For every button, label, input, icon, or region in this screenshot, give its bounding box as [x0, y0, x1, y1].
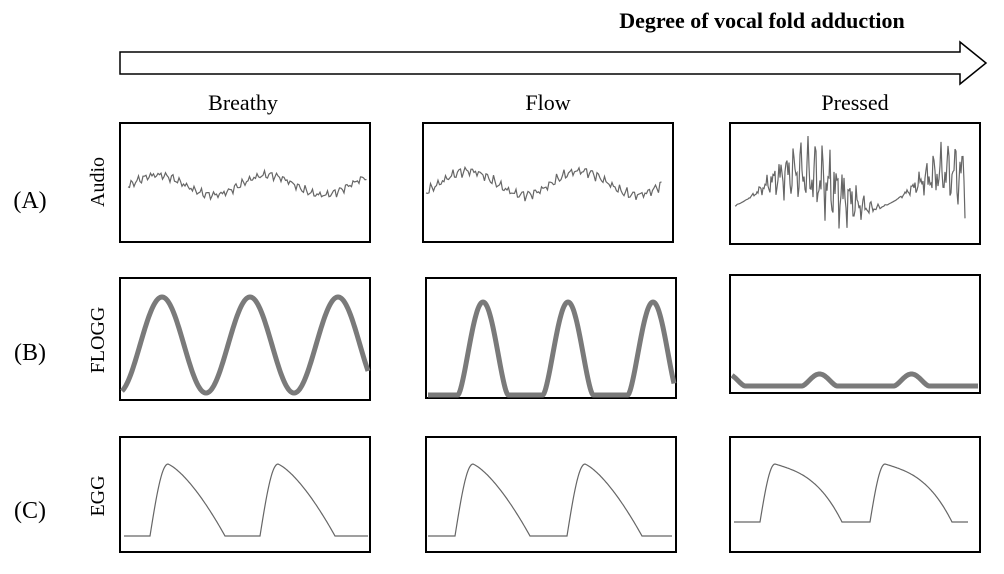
signal-label: Audio	[87, 157, 109, 207]
column-header: Pressed	[821, 90, 888, 115]
signal-label: FLOGG	[87, 307, 109, 374]
row-label: (B)	[14, 340, 46, 366]
waveform	[426, 299, 677, 398]
arrow-label: Degree of vocal fold adduction	[619, 8, 905, 33]
panel	[119, 122, 371, 243]
panel	[119, 436, 371, 553]
signal-label: EGG	[87, 475, 109, 516]
waveform	[734, 463, 968, 523]
panel	[729, 436, 981, 553]
waveform	[127, 168, 367, 202]
panel	[729, 274, 981, 394]
waveform	[730, 371, 980, 389]
column-header: Flow	[525, 90, 570, 115]
panel	[425, 436, 677, 553]
waveform	[428, 463, 672, 537]
row-label: (C)	[14, 498, 46, 524]
waveform	[120, 294, 371, 396]
waveform	[734, 135, 966, 229]
panel	[422, 122, 674, 243]
column-header: Breathy	[208, 90, 278, 115]
waveform	[425, 165, 662, 202]
arrow	[119, 40, 988, 86]
row-label: (A)	[13, 188, 46, 214]
waveform	[124, 463, 368, 537]
